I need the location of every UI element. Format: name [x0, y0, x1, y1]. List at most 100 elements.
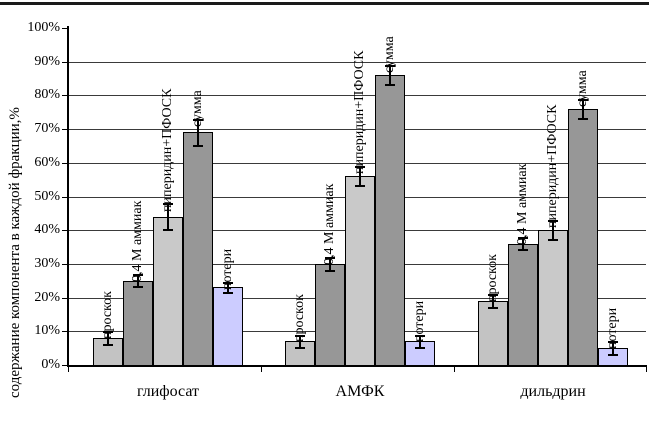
y-tick [62, 365, 68, 366]
bar-0,4 М аммиак-АМФК [315, 264, 345, 366]
bar-label-сумма: сумма [190, 90, 205, 127]
error-bar-cap [133, 286, 143, 288]
category-label-3: дильдрин [520, 383, 586, 400]
error-bar-line [107, 331, 109, 345]
error-bar-cap [488, 294, 498, 296]
bar-label-потери: потери [220, 248, 235, 290]
error-bar-cap [355, 185, 365, 187]
gridline [68, 129, 646, 130]
error-bar-cap [325, 257, 335, 259]
error-bar-line [329, 257, 331, 271]
error-bar-line [167, 203, 169, 230]
error-bar-cap [608, 354, 618, 356]
gridline [68, 95, 646, 96]
bar-0,4 М аммиак-дильдрин [508, 244, 538, 366]
y-tick [62, 331, 68, 332]
error-bar-cap [355, 166, 365, 168]
bar-label-сумма: сумма [382, 36, 397, 73]
x-tick [261, 365, 262, 372]
y-axis-line [67, 26, 69, 366]
error-bar-cap [223, 282, 233, 284]
y-tick [62, 264, 68, 265]
y-tick-label: 60% [34, 155, 60, 170]
error-bar-cap [415, 347, 425, 349]
error-bar-cap [488, 307, 498, 309]
y-tick [62, 230, 68, 231]
error-bar-cap [518, 237, 528, 239]
y-tick-label: 70% [34, 121, 60, 136]
error-bar-line [299, 335, 301, 348]
y-tick-label: 100% [27, 20, 60, 35]
y-tick [62, 28, 68, 29]
error-bar-cap [385, 65, 395, 67]
x-tick [68, 365, 69, 372]
y-tick [62, 95, 68, 96]
gridline [68, 163, 646, 164]
bar-сумма-АМФК [375, 75, 405, 366]
bar-label-0,4 М аммиак: 0,4 М аммиак [130, 200, 145, 282]
error-bar-cap [295, 335, 305, 337]
error-bar-cap [325, 270, 335, 272]
error-bar-line [137, 274, 139, 287]
error-bar-line [359, 166, 361, 186]
bar-label-проскок: проскок [292, 294, 307, 342]
error-bar-cap [548, 220, 558, 222]
y-tick [62, 129, 68, 130]
error-bar-cap [578, 118, 588, 120]
error-bar-line [492, 294, 494, 308]
error-bar-line [389, 65, 391, 85]
bar-label-0,4 М аммиак: 0,4 М аммиак [322, 183, 337, 265]
error-bar-line [552, 220, 554, 240]
gridline [68, 62, 646, 63]
error-bar-cap [163, 229, 173, 231]
error-bar-cap [223, 292, 233, 294]
error-bar-cap [608, 341, 618, 343]
y-tick-label: 40% [34, 222, 60, 237]
bar-label-0,4 М аммиак: 0,4 М аммиак [515, 163, 530, 245]
y-axis-title: содержание компонента в каждой фракции,% [7, 107, 23, 398]
bar-label-пиперидин+ПФОСК: пиперидин+ПФОСК [352, 50, 367, 174]
error-bar-cap [518, 249, 528, 251]
y-tick [62, 163, 68, 164]
error-bar-cap [133, 274, 143, 276]
bar-проскок-дильдрин [478, 301, 508, 366]
bar-пиперидин+ПФОСК-глифосат [153, 217, 183, 366]
bar-label-проскок: проскок [100, 291, 115, 339]
bar-label-пиперидин+ПФОСК: пиперидин+ПФОСК [545, 104, 560, 228]
error-bar-line [582, 99, 584, 119]
y-tick-label: 80% [34, 87, 60, 102]
bar-сумма-глифосат [183, 132, 213, 366]
y-tick-label: 20% [34, 290, 60, 305]
error-bar-cap [385, 84, 395, 86]
error-bar-line [197, 119, 199, 146]
error-bar-cap [163, 203, 173, 205]
bar-label-сумма: сумма [575, 70, 590, 107]
y-tick-label: 0% [41, 357, 60, 372]
error-bar-line [419, 335, 421, 348]
y-tick-label: 10% [34, 323, 60, 338]
top-horizontal-rule [0, 2, 649, 5]
bar-потери-глифосат [213, 287, 243, 366]
y-tick [62, 197, 68, 198]
category-label-2: АМФК [335, 383, 385, 400]
bar-сумма-дильдрин [568, 109, 598, 366]
y-tick [62, 298, 68, 299]
y-tick-label: 50% [34, 189, 60, 204]
error-bar-cap [103, 331, 113, 333]
x-tick [454, 365, 455, 372]
category-label-1: глифосат [136, 383, 200, 400]
error-bar-cap [193, 145, 203, 147]
bar-0,4 М аммиак-глифосат [123, 281, 153, 366]
error-bar-cap [415, 335, 425, 337]
error-bar-cap [578, 99, 588, 101]
y-tick-label: 30% [34, 256, 60, 271]
error-bar-line [612, 341, 614, 355]
x-tick [646, 365, 647, 372]
error-bar-cap [295, 347, 305, 349]
error-bar-line [522, 237, 524, 250]
x-axis-line [67, 365, 647, 367]
error-bar-cap [548, 239, 558, 241]
bar-label-проскок: проскок [485, 254, 500, 302]
bar-пиперидин+ПФОСК-дильдрин [538, 230, 568, 366]
